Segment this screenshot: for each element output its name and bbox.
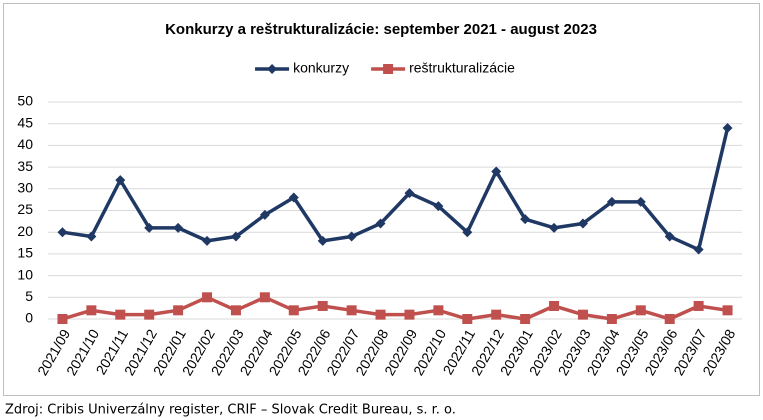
- data-point: [635, 305, 646, 316]
- data-point: [433, 201, 444, 212]
- data-point: [375, 218, 386, 229]
- chart-title: Konkurzy a reštrukturalizácie: september…: [165, 21, 597, 38]
- data-point: [115, 309, 126, 320]
- data-point: [549, 300, 560, 311]
- y-tick-label: 10: [17, 266, 33, 282]
- y-tick-label: 15: [17, 245, 33, 261]
- legend-label: reštrukturalizácie: [409, 60, 515, 76]
- data-point: [722, 305, 733, 316]
- data-point: [549, 222, 560, 233]
- data-point: [520, 214, 531, 225]
- data-point: [520, 314, 531, 324]
- data-point: [693, 244, 704, 255]
- data-point: [693, 300, 704, 311]
- legend-label: konkurzy: [293, 60, 349, 76]
- data-point: [404, 188, 415, 199]
- data-point: [346, 231, 357, 242]
- data-point: [404, 309, 415, 320]
- data-point: [462, 314, 473, 324]
- y-tick-label: 5: [25, 288, 33, 304]
- data-point: [115, 175, 126, 186]
- y-tick-label: 25: [17, 201, 33, 217]
- data-point: [433, 305, 444, 316]
- data-point: [86, 231, 97, 242]
- data-point: [491, 166, 502, 177]
- data-point: [317, 235, 328, 246]
- data-point: [86, 305, 97, 316]
- data-point: [664, 314, 675, 324]
- data-point: [230, 231, 241, 242]
- legend-marker: [383, 64, 394, 74]
- data-point: [173, 305, 184, 316]
- y-tick-label: 50: [17, 93, 33, 109]
- data-point: [173, 222, 184, 233]
- data-point: [144, 309, 155, 320]
- data-point: [288, 305, 299, 316]
- data-point: [57, 314, 68, 324]
- data-point: [577, 218, 588, 229]
- data-point: [259, 209, 270, 220]
- y-tick-label: 35: [17, 158, 33, 174]
- data-point: [577, 309, 588, 320]
- data-point: [202, 235, 213, 246]
- data-point: [144, 222, 155, 233]
- y-tick-label: 40: [17, 136, 33, 152]
- data-point: [375, 309, 386, 320]
- data-point: [664, 231, 675, 242]
- y-tick-label: 20: [17, 223, 33, 239]
- data-point: [635, 196, 646, 207]
- data-point: [202, 292, 213, 303]
- data-point: [606, 314, 617, 324]
- legend-marker: [267, 64, 278, 74]
- y-tick-label: 30: [17, 180, 33, 196]
- data-point: [491, 309, 502, 320]
- data-point: [317, 300, 328, 311]
- data-point: [259, 292, 270, 303]
- data-point: [346, 305, 357, 316]
- y-tick-label: 0: [25, 310, 33, 326]
- data-point: [288, 192, 299, 203]
- data-point: [57, 227, 68, 238]
- y-tick-label: 45: [17, 114, 33, 130]
- data-point: [462, 227, 473, 238]
- data-point: [230, 305, 241, 316]
- source-note: Zdroj: Cribis Univerzálny register, CRIF…: [5, 403, 456, 418]
- data-point: [606, 196, 617, 207]
- data-point: [722, 123, 733, 134]
